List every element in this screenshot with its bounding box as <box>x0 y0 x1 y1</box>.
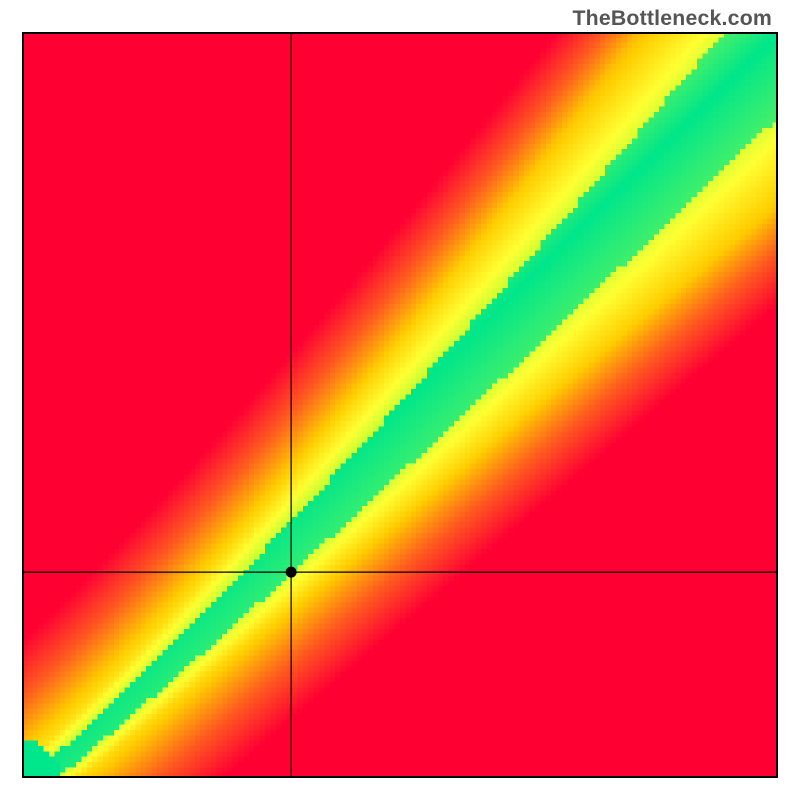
heatmap-canvas <box>22 32 778 778</box>
bottleneck-heatmap <box>22 32 778 778</box>
watermark-text: TheBottleneck.com <box>572 6 772 31</box>
